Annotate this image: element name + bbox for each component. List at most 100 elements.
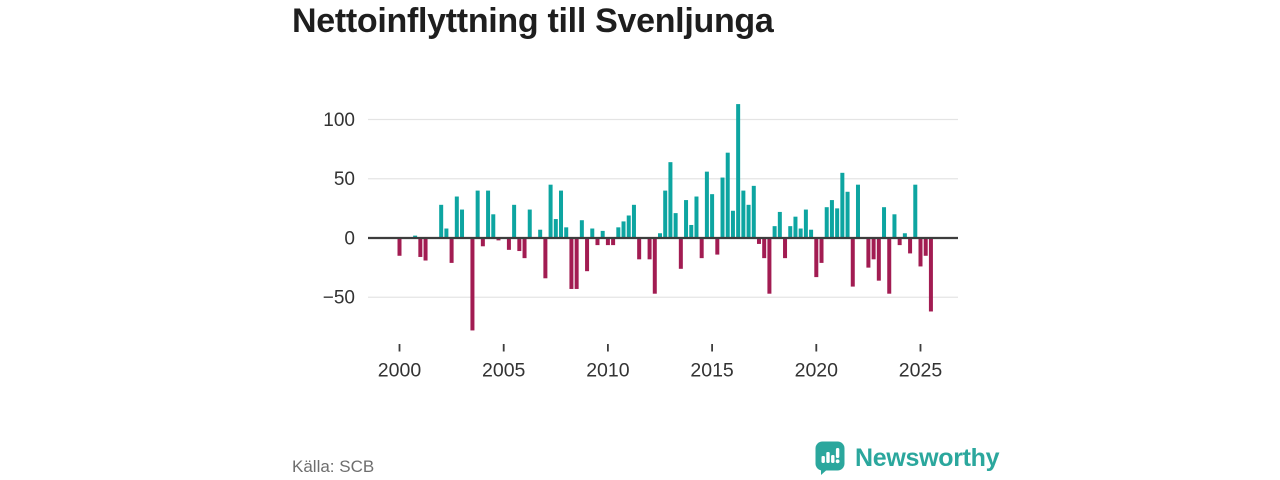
bar-2022-q3 <box>866 238 871 268</box>
bar-2006-q2 <box>527 209 532 238</box>
bar-2017-q1 <box>751 185 756 238</box>
bar-2018-q1 <box>772 226 777 238</box>
bar-2016-q2 <box>736 104 741 238</box>
bar-2023-q4 <box>892 214 897 238</box>
bar-2001-q1 <box>418 238 423 257</box>
bar-2018-q2 <box>777 211 782 238</box>
y-tick-label-0: 0 <box>344 228 355 249</box>
x-tick-label-2025: 2025 <box>899 360 943 382</box>
bar-2014-q4 <box>704 171 709 238</box>
bar-2013-q1 <box>668 162 673 238</box>
y-tick-label--50: −50 <box>323 288 355 309</box>
bar-2020-q4 <box>829 200 834 238</box>
bar-2024-q3 <box>908 238 913 254</box>
bar-2025-q3 <box>928 238 933 312</box>
bar-2013-q4 <box>684 200 689 238</box>
bar-2011-q1 <box>626 215 631 239</box>
bar-2020-q1 <box>814 238 819 278</box>
bar-2023-q2 <box>882 207 887 238</box>
bar-2008-q3 <box>574 238 579 289</box>
bar-2017-q2 <box>756 238 761 244</box>
bar-2016-q4 <box>746 204 751 238</box>
bar-2021-q1 <box>835 208 840 239</box>
bar-2007-q2 <box>548 184 553 239</box>
bar-2007-q3 <box>553 219 558 238</box>
bar-2009-q2 <box>590 228 595 238</box>
bar-2015-q1 <box>710 194 715 238</box>
bar-2017-q4 <box>767 238 772 294</box>
x-tick-label-2015: 2015 <box>690 360 734 382</box>
bar-2014-q1 <box>689 224 694 239</box>
bar-2015-q2 <box>715 238 720 255</box>
x-tick-label-2020: 2020 <box>795 360 839 382</box>
bar-2008-q2 <box>569 238 574 289</box>
bar-2024-q1 <box>897 238 902 246</box>
bar-chart-speech-bubble-icon <box>815 441 845 475</box>
bar-2013-q3 <box>678 238 683 269</box>
bar-2025-q1 <box>918 238 923 267</box>
bar-2010-q3 <box>616 227 621 239</box>
y-tick-label-100: 100 <box>323 110 355 131</box>
bar-2019-q1 <box>793 216 798 238</box>
bar-2013-q2 <box>673 213 678 239</box>
bar-2011-q2 <box>631 204 636 238</box>
bar-2019-q4 <box>809 229 814 238</box>
bar-2006-q1 <box>522 238 527 259</box>
bar-2010-q2 <box>611 238 616 246</box>
bar-2005-q4 <box>517 238 522 252</box>
bar-2022-q1 <box>855 184 860 239</box>
bar-2017-q3 <box>762 238 767 259</box>
bar-2009-q3 <box>595 238 600 246</box>
bar-2024-q2 <box>902 233 907 238</box>
bar-2021-q3 <box>845 191 850 238</box>
bar-2015-q4 <box>725 152 730 238</box>
bar-2020-q2 <box>819 238 824 263</box>
bar-2009-q4 <box>600 230 605 238</box>
bar-2010-q1 <box>605 238 610 246</box>
bar-2006-q4 <box>538 229 543 238</box>
bar-2004-q3 <box>491 214 496 238</box>
bar-2012-q4 <box>663 190 668 238</box>
bar-2019-q2 <box>798 228 803 238</box>
bar-2002-q4 <box>454 196 459 239</box>
newsworthy-logo[interactable]: Newsworthy <box>814 440 1000 476</box>
bar-2001-q2 <box>423 238 428 261</box>
bar-2002-q2 <box>444 228 449 238</box>
bar-2025-q2 <box>923 238 928 256</box>
bar-2000-q4 <box>413 235 418 238</box>
bar-2003-q3 <box>470 238 475 331</box>
bar-2022-q4 <box>871 238 876 260</box>
bar-2024-q4 <box>913 184 918 239</box>
bar-2004-q1 <box>480 238 485 247</box>
bar-2016-q3 <box>741 190 746 238</box>
bar-2012-q1 <box>647 238 652 260</box>
bar-2005-q2 <box>506 238 511 250</box>
bar-2010-q4 <box>621 221 626 238</box>
bar-2018-q3 <box>783 238 788 259</box>
bar-2023-q1 <box>876 238 881 281</box>
bar-2007-q4 <box>559 190 564 238</box>
chart-title: Nettoinflyttning till Svenljunga <box>292 2 774 40</box>
bar-2005-q3 <box>512 204 517 238</box>
bar-2021-q2 <box>840 172 845 238</box>
bar-2014-q3 <box>699 238 704 259</box>
bar-2008-q4 <box>579 220 584 238</box>
bar-2014-q2 <box>694 196 699 239</box>
bar-2003-q4 <box>475 190 480 238</box>
bar-2004-q2 <box>486 190 491 238</box>
bar-2007-q1 <box>543 238 548 279</box>
bar-2019-q3 <box>803 209 808 238</box>
bar-2011-q3 <box>637 238 642 260</box>
bar-2004-q4 <box>496 238 501 241</box>
x-tick-label-2010: 2010 <box>586 360 630 382</box>
x-tick-label-2005: 2005 <box>482 360 526 382</box>
bar-2002-q1 <box>439 204 444 238</box>
y-tick-label-50: 50 <box>334 169 355 190</box>
bar-2008-q1 <box>564 227 569 239</box>
brand-name: Newsworthy <box>855 443 1000 472</box>
bar-2009-q1 <box>585 238 590 272</box>
source-label: Källa: SCB <box>292 457 375 476</box>
bar-2020-q3 <box>824 207 829 238</box>
bar-2016-q1 <box>730 210 735 239</box>
